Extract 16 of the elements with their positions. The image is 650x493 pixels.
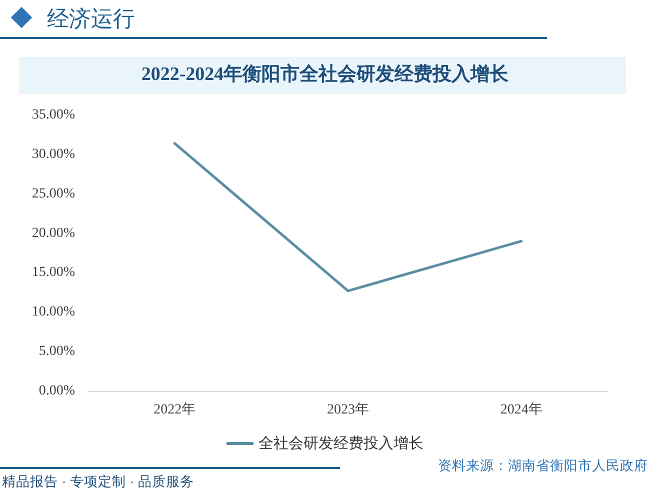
y-tick-label: 20.00%: [32, 226, 76, 241]
x-tick-label: 2022年: [154, 402, 196, 418]
x-tick-label: 2023年: [327, 402, 369, 418]
text: 经济运行: [47, 6, 135, 32]
chart-title: 2022-2024年衡阳市全社会研发经费投入增长: [141, 63, 510, 85]
y-tick-label: 5.00%: [38, 344, 76, 360]
y-tick-label: 0.00%: [38, 384, 76, 398]
y-tick-label: 30.00%: [32, 146, 76, 162]
legend-label: 全社会研发经费投入增长: [258, 435, 424, 452]
y-tick-label: 10.00%: [32, 304, 76, 320]
text: 精品报告 · 专项定制 · 品质服务: [2, 474, 194, 490]
y-tick-label: 15.00%: [32, 265, 76, 280]
y-tick-label: 25.00%: [32, 186, 76, 202]
text: 资料来源：湖南省衡阳市人民政府: [438, 458, 648, 474]
x-tick-label: 2024年: [500, 402, 542, 418]
y-tick-label: 35.00%: [32, 108, 76, 122]
